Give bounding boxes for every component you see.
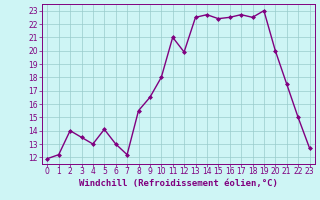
X-axis label: Windchill (Refroidissement éolien,°C): Windchill (Refroidissement éolien,°C)	[79, 179, 278, 188]
